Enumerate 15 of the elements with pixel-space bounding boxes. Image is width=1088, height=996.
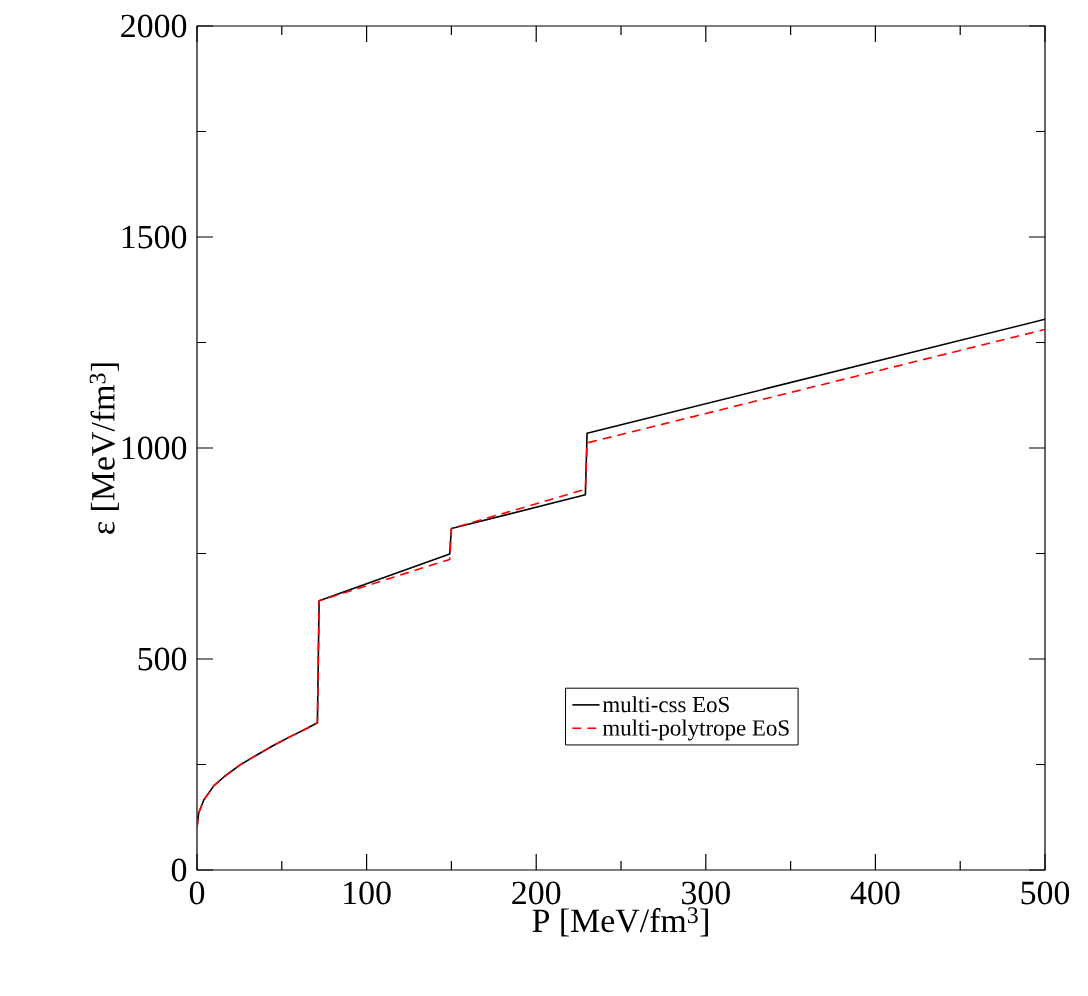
y-tick-label: 0 [171,858,187,882]
x-tick-label: 100 [344,881,391,905]
y-tick-label: 1000 [122,436,187,460]
x-tick-label: 0 [189,881,205,905]
x-tick-label: 200 [512,881,561,905]
legend-label: multi-css EoS [602,696,729,713]
y-tick-label: 500 [138,647,187,671]
x-tick-label: 500 [1021,881,1070,905]
x-tick-label: 300 [682,881,730,905]
legend-label: multi-polytrope EoS [602,719,789,741]
x-tick-label: 400 [850,881,900,905]
y-axis-title: ε [MeV/fm$^{3}$] [89,363,119,534]
y-tick-label: 2000 [121,14,187,38]
y-tick-label: 1500 [122,225,187,249]
x-axis-title: P [MeV/fm$^{3}$] [532,907,708,937]
